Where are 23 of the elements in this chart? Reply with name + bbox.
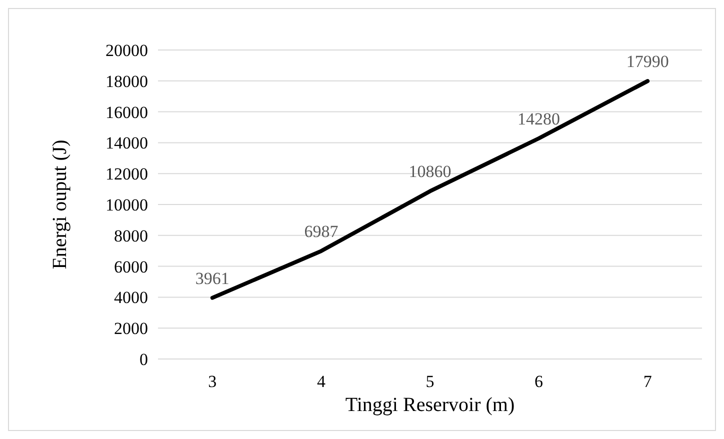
y-tick-label: 6000 bbox=[114, 257, 148, 276]
x-tick-label: 3 bbox=[208, 372, 217, 391]
data-label: 14280 bbox=[518, 109, 560, 128]
y-tick-label: 20000 bbox=[106, 40, 148, 60]
y-tick-label: 4000 bbox=[114, 288, 148, 308]
x-tick-label: 7 bbox=[643, 372, 652, 391]
data-label: 3961 bbox=[195, 268, 230, 288]
data-label: 17990 bbox=[626, 52, 669, 72]
y-tick-label: 10000 bbox=[106, 195, 148, 214]
x-axis-title: Tinggi Reservoir (m) bbox=[345, 394, 515, 416]
y-tick-label: 0 bbox=[140, 350, 148, 369]
x-tick-label: 6 bbox=[534, 372, 544, 391]
x-tick-label: 5 bbox=[426, 372, 434, 391]
y-tick-label: 2000 bbox=[114, 319, 148, 338]
y-tick-label: 18000 bbox=[106, 72, 148, 91]
data-label: 6987 bbox=[304, 222, 339, 242]
y-axis-title: Energi ouput (J) bbox=[49, 140, 71, 270]
y-tick-label: 12000 bbox=[106, 164, 148, 184]
y-tick-label: 14000 bbox=[106, 134, 148, 153]
data-label: 10860 bbox=[408, 162, 452, 182]
y-tick-label: 8000 bbox=[114, 226, 148, 246]
y-tick-label: 16000 bbox=[106, 102, 148, 122]
x-tick-label: 4 bbox=[316, 372, 326, 391]
